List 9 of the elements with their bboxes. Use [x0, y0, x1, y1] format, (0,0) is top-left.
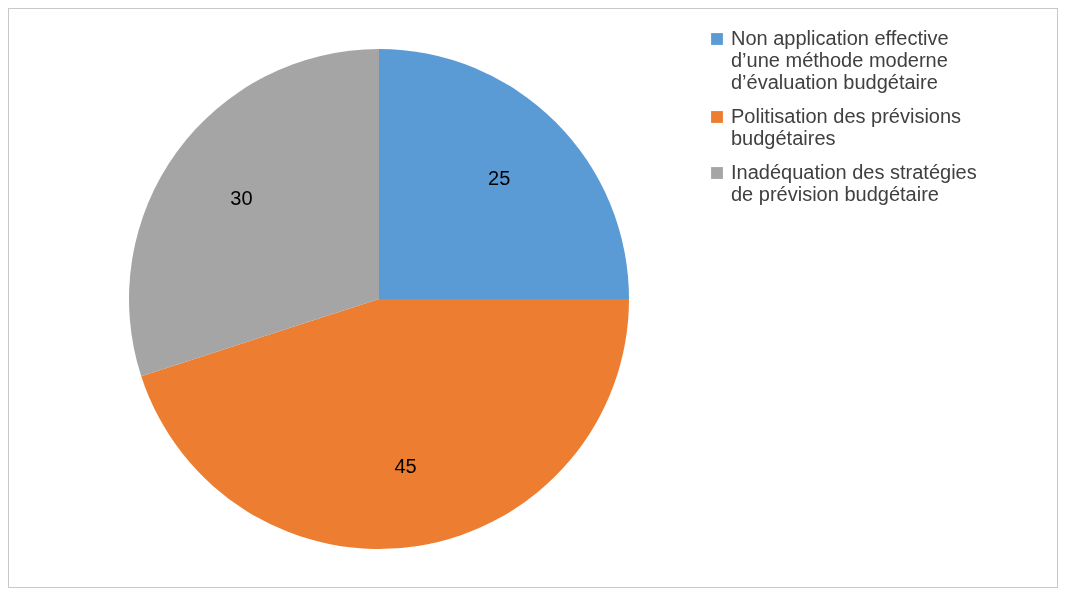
legend-label: Inadéquation des stratégies de prévision budgétaire — [731, 161, 977, 205]
data-label: 30 — [230, 187, 253, 210]
data-label: 45 — [394, 454, 417, 477]
pie-slice — [141, 299, 629, 549]
pie-slice — [129, 49, 379, 377]
data-label: 25 — [488, 166, 511, 189]
legend-label: Politisation des prévisions budgétaires — [731, 105, 962, 149]
legend-label: Non application effective d’une méthode moderne d’évaluation budgétaire — [731, 27, 949, 93]
pie-slice — [379, 49, 629, 299]
